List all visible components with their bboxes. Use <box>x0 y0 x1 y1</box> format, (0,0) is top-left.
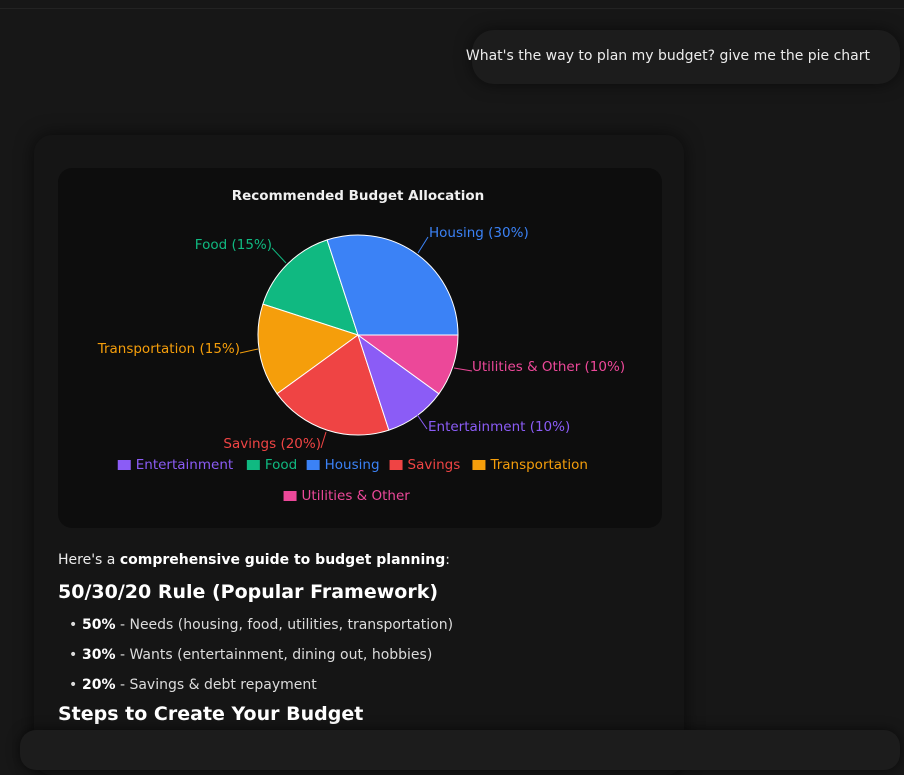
rule-list: 50% - Needs (housing, food, utilities, t… <box>58 610 658 700</box>
legend-item-savings[interactable]: Savings <box>389 457 461 473</box>
legend-label: Transportation <box>489 457 587 473</box>
legend-label: Utilities & Other <box>302 488 411 504</box>
legend-item-transportation[interactable]: Transportation <box>472 457 588 473</box>
intro-text: Here's a comprehensive guide to budget p… <box>58 548 658 572</box>
legend-swatch <box>306 460 320 470</box>
legend-swatch <box>389 460 403 470</box>
message-input-bar[interactable] <box>20 730 900 770</box>
intro-suffix: : <box>445 552 450 568</box>
legend-item-housing[interactable]: Housing <box>306 457 380 473</box>
slice-label: Utilities & Other (10%) <box>472 359 625 375</box>
leader-line <box>417 236 429 254</box>
intro-prefix: Here's a <box>58 552 120 568</box>
rule-percent: 50% <box>82 617 116 633</box>
pie-slice-food[interactable] <box>262 239 359 336</box>
slice-label: Savings (20%) <box>223 436 321 452</box>
heading-503020-rule: 50/30/20 Rule (Popular Framework) <box>58 581 439 603</box>
legend-swatch <box>283 491 297 501</box>
pie-slice-housing[interactable] <box>326 234 459 336</box>
legend-swatch <box>117 460 131 470</box>
slice-label: Food (15%) <box>195 237 272 253</box>
pie-chart: Recommended Budget Allocation Housing (30… <box>97 188 625 504</box>
legend-label: Entertainment <box>136 457 233 473</box>
leader-line <box>415 412 428 430</box>
legend-swatch <box>246 460 260 470</box>
legend-item-entertainment[interactable]: Entertainment <box>117 457 233 473</box>
slice-label: Transportation (15%) <box>97 341 240 357</box>
slice-label: Entertainment (10%) <box>428 419 570 435</box>
leader-line <box>271 247 287 264</box>
leader-line <box>239 348 259 354</box>
response-content: Here's a comprehensive guide to budget p… <box>58 548 658 726</box>
legend-label: Savings <box>408 457 461 473</box>
rule-text: - Needs (housing, food, utilities, trans… <box>115 617 454 633</box>
legend-label: Food <box>265 457 297 473</box>
legend-item-food[interactable]: Food <box>246 457 297 473</box>
user-message-text: What's the way to plan my budget? give m… <box>465 48 870 64</box>
pie-slice-savings[interactable] <box>276 334 390 436</box>
leader-line <box>320 431 327 449</box>
intro-bold: comprehensive guide to budget planning <box>119 552 446 568</box>
list-item: 20% - Savings & debt repayment <box>69 670 658 700</box>
rule-percent: 20% <box>82 677 116 693</box>
list-item: 50% - Needs (housing, food, utilities, t… <box>69 610 658 640</box>
chart-title: Recommended Budget Allocation <box>232 188 485 204</box>
list-item: 30% - Wants (entertainment, dining out, … <box>69 640 658 670</box>
user-message-bubble: What's the way to plan my budget? give m… <box>466 30 900 84</box>
legend-item-utilities-other[interactable]: Utilities & Other <box>283 488 411 504</box>
rule-text: - Savings & debt repayment <box>115 677 317 693</box>
legend-swatch <box>472 460 486 470</box>
legend-label: Housing <box>325 457 380 473</box>
leader-line <box>453 367 473 372</box>
rule-percent: 30% <box>82 647 116 663</box>
rule-text: - Wants (entertainment, dining out, hobb… <box>115 647 433 663</box>
heading-steps: Steps to Create Your Budget <box>58 703 364 725</box>
slice-label: Housing (30%) <box>429 225 529 241</box>
pie-slice-transportation[interactable] <box>257 303 360 395</box>
pie-chart-card: Recommended Budget Allocation Housing (30… <box>58 168 662 528</box>
top-divider <box>0 8 904 9</box>
